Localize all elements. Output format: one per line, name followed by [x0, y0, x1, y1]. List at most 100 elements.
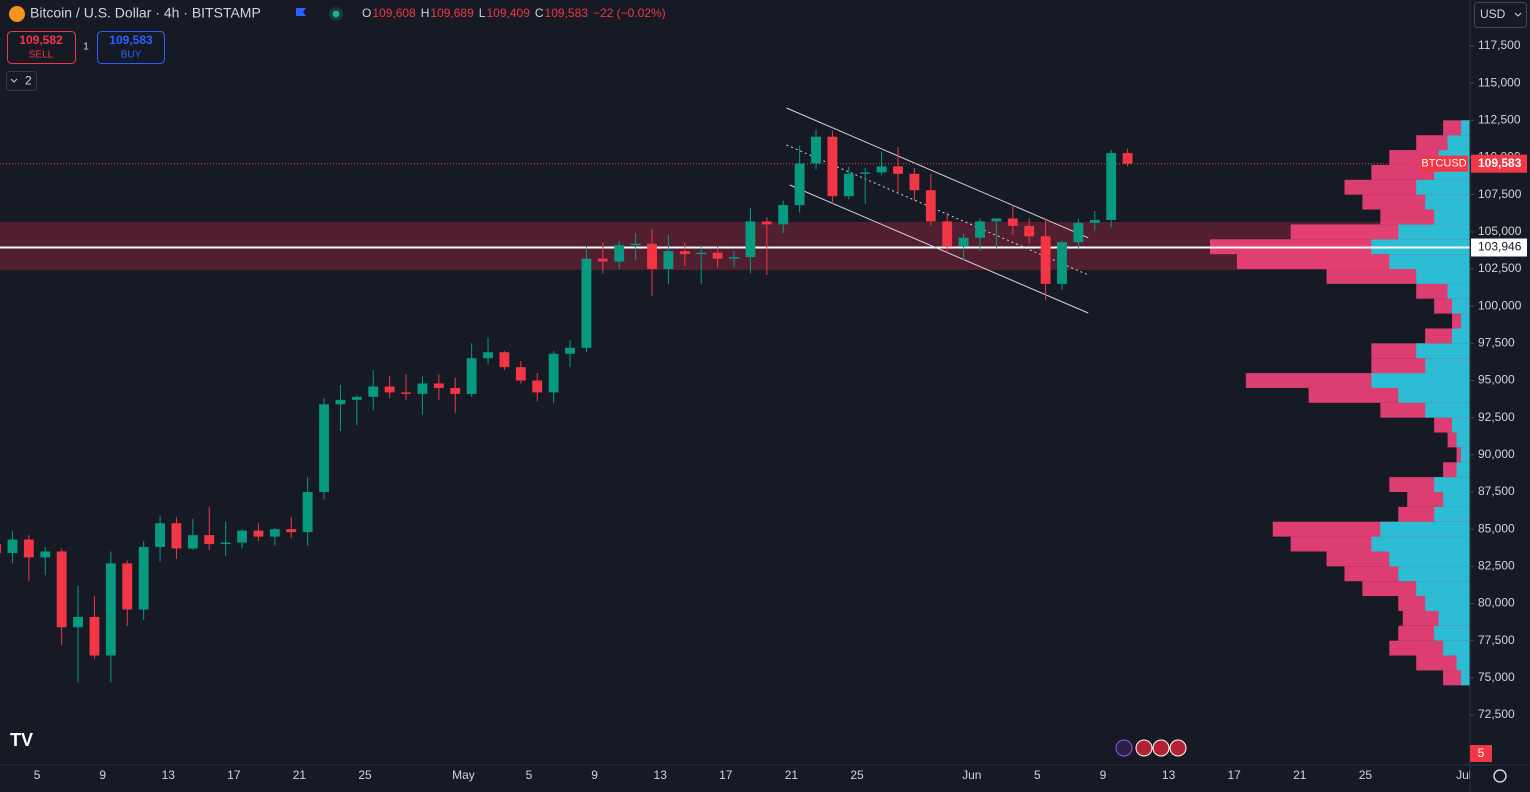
x-tick-label: May: [452, 768, 475, 782]
profile-up: [1452, 417, 1470, 433]
y-tick-label: 115,000: [1478, 75, 1521, 89]
profile-up: [1389, 254, 1470, 269]
y-tick-label: 100,000: [1478, 298, 1522, 312]
indicators-toggle[interactable]: [6, 71, 37, 91]
sell-button[interactable]: [7, 31, 76, 64]
candle-body: [893, 166, 903, 174]
candle-body: [483, 352, 493, 359]
profile-up: [1425, 358, 1470, 374]
candle-body: [1024, 225, 1035, 237]
symbol-title[interactable]: Bitcoin / U.S. Dollar · 4h · BITSTAMP: [30, 5, 261, 21]
ohlc-value: 109,689: [430, 6, 474, 20]
y-tick-label: 112,500: [1478, 113, 1521, 127]
candle-body: [138, 547, 149, 610]
ohlc-value: 109,608: [372, 6, 416, 20]
event-icon[interactable]: [1115, 739, 1133, 757]
candle-body: [909, 173, 920, 191]
x-tick-label: 13: [1162, 768, 1176, 782]
candle-body: [778, 205, 789, 225]
candle-body: [515, 367, 526, 381]
trendline[interactable]: [786, 107, 1089, 239]
candle-body: [122, 563, 133, 610]
plot-area: [0, 107, 1470, 686]
settings-icon[interactable]: [1493, 769, 1507, 783]
quantity[interactable]: 1: [83, 42, 89, 53]
logo[interactable]: TV: [10, 730, 33, 750]
profile-up: [1434, 506, 1470, 522]
candle-body: [532, 380, 543, 393]
candle-body: [187, 535, 198, 549]
profile-up: [1443, 640, 1470, 656]
x-tick-label: 21: [1293, 768, 1307, 782]
hline-price-label: 103,946: [1478, 240, 1522, 254]
ohlc-value: 109,583: [545, 6, 589, 20]
y-tick-label: 87,500: [1478, 484, 1515, 498]
x-tick-label: 5: [34, 768, 41, 782]
candle-body: [1057, 242, 1067, 284]
candle-body: [368, 386, 379, 397]
ohlc-label: H: [421, 6, 430, 20]
last-price-box: [1471, 154, 1527, 173]
currency: USD: [1480, 7, 1506, 21]
candle-body: [23, 539, 34, 558]
candle-body: [614, 245, 625, 262]
candle-body: [237, 530, 247, 543]
candle-body: [466, 358, 477, 394]
flag-icon[interactable]: [296, 8, 306, 16]
profile-up: [1425, 596, 1470, 611]
y-tick-label: 107,500: [1478, 187, 1522, 201]
events-badge[interactable]: [1470, 745, 1492, 762]
buy-price: 109,583: [109, 33, 153, 47]
x-tick-label: 13: [162, 768, 176, 782]
candle-body: [647, 243, 657, 269]
candle-body: [433, 383, 444, 388]
y-tick-label: 77,500: [1478, 633, 1515, 647]
ohlc-label: C: [535, 6, 544, 20]
currency-select[interactable]: [1474, 2, 1527, 28]
candle-body: [1106, 153, 1117, 220]
candle-body: [794, 163, 805, 206]
event-icon[interactable]: [1152, 739, 1170, 757]
x-tick-label: 25: [358, 768, 372, 782]
ohlc-label: L: [479, 6, 486, 20]
x-tick-label: 21: [293, 768, 307, 782]
candle-body: [1122, 153, 1133, 164]
ohlc-value: 109,409: [486, 6, 530, 20]
candle-body: [40, 551, 51, 558]
x-tick-label: Jun: [962, 768, 981, 782]
candle-body: [253, 530, 264, 537]
candle-body: [729, 257, 739, 259]
ohlc-label: O: [362, 6, 371, 20]
event-icon[interactable]: [1169, 739, 1187, 757]
event-icon[interactable]: [1135, 739, 1153, 757]
x-tick-label: 21: [785, 768, 799, 782]
candle-body: [302, 492, 313, 533]
y-tick-label: 92,500: [1478, 410, 1515, 424]
profile-up: [1443, 492, 1470, 507]
candle-body: [0, 544, 1, 553]
buy-button[interactable]: [97, 31, 165, 64]
candle-body: [679, 251, 690, 255]
profile-up: [1452, 328, 1470, 344]
profile-up: [1447, 135, 1470, 151]
x-tick-label: 13: [654, 768, 668, 782]
candle-body: [761, 221, 772, 225]
candle-body: [286, 529, 297, 533]
trendline[interactable]: [789, 184, 1089, 314]
profile-up: [1371, 373, 1470, 388]
candle-body: [1089, 219, 1100, 223]
indicators-count: 2: [25, 74, 32, 88]
candle-body: [89, 616, 100, 656]
candle-body: [269, 529, 280, 537]
chevron: [1514, 12, 1522, 17]
candle-body: [56, 551, 67, 628]
y-tick-label: 80,000: [1478, 596, 1515, 610]
y-tick-label: 97,500: [1478, 336, 1515, 350]
chevron: [10, 78, 18, 83]
profile-up: [1456, 462, 1470, 478]
profile-up: [1416, 343, 1470, 359]
candle-body: [351, 396, 362, 400]
profile-up: [1416, 581, 1470, 597]
y-tick-label: 85,000: [1478, 521, 1515, 535]
profile-up: [1461, 120, 1470, 136]
